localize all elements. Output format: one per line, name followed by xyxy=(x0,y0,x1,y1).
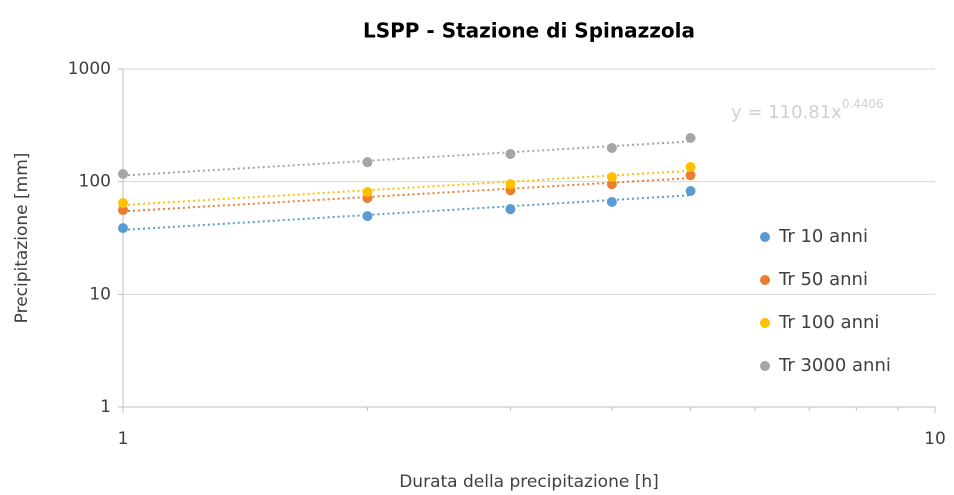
point xyxy=(118,223,128,234)
point xyxy=(362,211,373,222)
chart-title: LSPP - Stazione di Spinazzola xyxy=(363,19,695,43)
y-tick-label: 1 xyxy=(100,397,111,417)
annotation: y = 110.81x0.4406 xyxy=(731,97,884,124)
x-tick-label: 10 xyxy=(924,429,946,449)
point xyxy=(606,142,617,153)
y-axis-label: Precipitazione [mm] xyxy=(12,153,32,324)
x-axis-label: Durata della precipitazione [h] xyxy=(399,472,659,492)
point xyxy=(505,149,516,160)
legend-label: Tr 10 anni xyxy=(778,226,868,247)
legend-marker xyxy=(760,361,770,371)
legend-marker xyxy=(760,318,770,328)
annotation-base: y = 110.81x xyxy=(731,102,842,123)
point xyxy=(118,168,128,179)
legend-label: Tr 50 anni xyxy=(778,269,868,290)
y-tick-label: 10 xyxy=(89,284,111,304)
x-tick-label: 1 xyxy=(118,429,129,449)
point xyxy=(606,196,617,207)
point xyxy=(606,179,617,190)
point xyxy=(685,133,696,144)
point xyxy=(685,186,696,197)
legend-label: Tr 3000 anni xyxy=(778,355,891,376)
legend-marker xyxy=(760,232,770,242)
point xyxy=(606,172,617,183)
point xyxy=(685,170,696,181)
point xyxy=(505,179,516,190)
legend-label: Tr 100 anni xyxy=(778,312,879,333)
legend-marker xyxy=(760,275,770,285)
point xyxy=(685,161,696,172)
y-tick-label: 100 xyxy=(79,172,111,192)
y-tick-label: 1000 xyxy=(68,59,111,79)
point xyxy=(362,186,373,197)
point xyxy=(362,157,373,168)
point xyxy=(505,204,516,215)
annotation-exponent: 0.4406 xyxy=(842,97,884,111)
point xyxy=(118,205,128,216)
point xyxy=(118,198,128,209)
